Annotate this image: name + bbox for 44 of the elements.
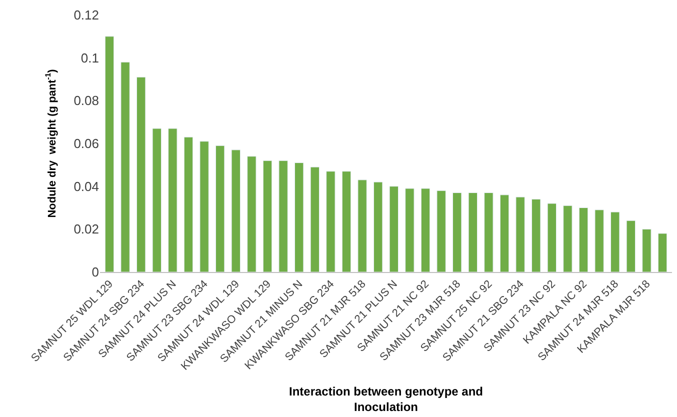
bar	[310, 166, 320, 272]
bar	[484, 192, 494, 272]
bar	[500, 194, 510, 272]
y-tick-label: 0.04	[74, 178, 99, 194]
bar	[215, 145, 225, 272]
y-tick-label: 0.08	[74, 93, 99, 108]
y-tick-label: 0.06	[74, 136, 99, 152]
bar	[104, 36, 114, 272]
bar	[626, 220, 636, 272]
bar	[610, 212, 620, 272]
bar	[547, 203, 557, 272]
bar	[358, 180, 367, 272]
bar	[326, 171, 336, 272]
y-tick-label: 0.12	[74, 8, 99, 23]
x-axis-title: Interaction between genotype and Inoculation	[288, 384, 484, 414]
bar	[452, 192, 462, 272]
bar	[262, 160, 272, 272]
bar	[152, 128, 162, 272]
y-tick-label: 0.02	[74, 222, 99, 237]
bar	[168, 128, 178, 272]
bar	[436, 190, 446, 272]
bar	[374, 182, 383, 272]
bar	[200, 141, 209, 272]
bar	[420, 188, 430, 272]
bar	[516, 196, 525, 272]
bar	[405, 188, 414, 272]
bar	[594, 210, 604, 272]
bar	[389, 186, 398, 272]
bar	[642, 228, 652, 272]
bar	[184, 136, 194, 272]
bar	[136, 76, 146, 272]
bar	[247, 156, 256, 272]
bar	[468, 192, 478, 272]
bar	[658, 233, 668, 272]
bar	[578, 208, 588, 272]
y-tick-label: 0	[92, 264, 99, 280]
bar	[342, 171, 352, 272]
bar	[563, 205, 572, 272]
bar	[532, 198, 541, 272]
bar	[231, 150, 240, 272]
bar	[294, 162, 304, 272]
bar	[120, 62, 130, 272]
y-tick-label: 0.1	[80, 50, 99, 66]
bar	[278, 160, 288, 272]
